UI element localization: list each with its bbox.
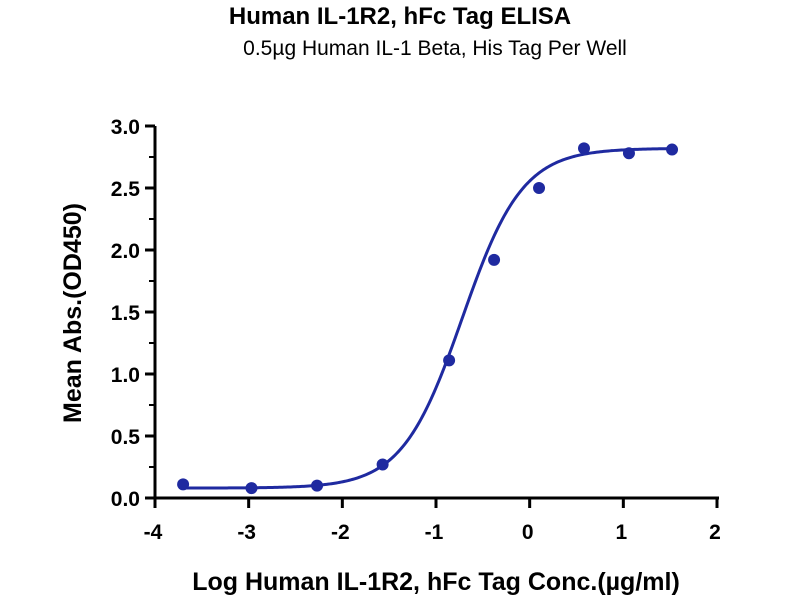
axes: [153, 126, 719, 500]
data-point: [443, 354, 456, 367]
data-point: [245, 482, 258, 495]
data-point: [376, 458, 389, 471]
y-axis-label: Mean Abs.(OD450): [59, 203, 87, 423]
y-tick-label: 0.0: [111, 488, 140, 511]
y-tick-label: 1.0: [111, 364, 140, 387]
y-tick-label: 3.0: [111, 116, 140, 139]
fit-curve: [183, 147, 673, 490]
y-tick-label: 1.5: [111, 302, 141, 325]
x-tick-label: 2: [709, 521, 721, 544]
x-tick-label: -1: [425, 521, 444, 544]
data-point: [488, 253, 501, 266]
x-tick-label: -4: [144, 521, 163, 544]
x-tick-label: -3: [237, 521, 256, 544]
x-axis-label: Log Human IL-1R2, hFc Tag Conc.(µg/ml): [192, 568, 680, 596]
x-tick-label: 1: [615, 521, 627, 544]
y-tick-label: 2.5: [111, 178, 141, 201]
ticks: -4 -3 -2 -1 0 1 2 0.0 0.5 1.0 1.5 2.0 2.5 3.0: [111, 116, 721, 544]
data-points: [177, 142, 679, 495]
data-point: [622, 147, 635, 160]
data-point: [177, 478, 190, 491]
data-point: [533, 182, 546, 194]
chart-title: Human IL-1R2, hFc Tag ELISA: [228, 3, 572, 30]
data-point: [577, 142, 590, 155]
y-tick-label: 0.5: [111, 426, 141, 449]
x-tick-label: -2: [331, 521, 350, 544]
chart-subtitle: 0.5µg Human IL-1 Beta, His Tag Per Well: [243, 37, 627, 60]
x-tick-label: 0: [522, 521, 534, 544]
data-point: [666, 143, 679, 156]
data-point: [311, 479, 324, 492]
y-tick-label: 2.0: [111, 240, 140, 263]
